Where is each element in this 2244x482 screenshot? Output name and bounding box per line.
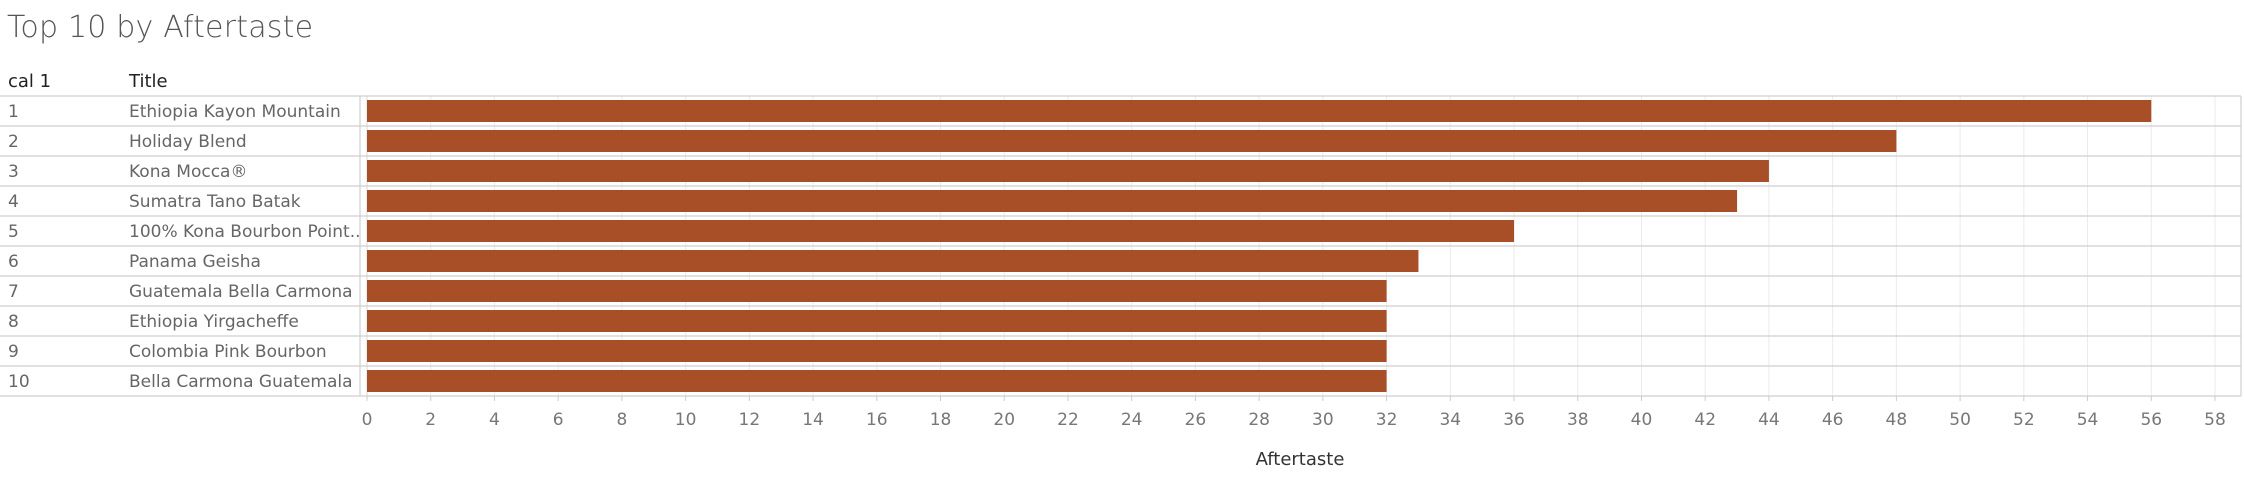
x-tick-label: 12 [739, 410, 761, 430]
x-tick-label: 24 [1121, 410, 1143, 430]
bar [367, 130, 1897, 152]
category-label: 100% Kona Bourbon Point.. [129, 222, 361, 242]
x-tick-label: 36 [1503, 410, 1525, 430]
rank-label: 9 [8, 342, 19, 362]
bar [367, 340, 1387, 362]
x-tick-label: 46 [1822, 410, 1844, 430]
rank-label: 1 [8, 102, 19, 122]
category-label: Ethiopia Kayon Mountain [129, 102, 341, 122]
x-tick-label: 52 [2013, 410, 2035, 430]
bar [367, 160, 1769, 182]
x-tick-label: 32 [1376, 410, 1398, 430]
x-tick-label: 28 [1248, 410, 1270, 430]
x-tick-label: 48 [1886, 410, 1908, 430]
rank-label: 5 [8, 222, 19, 242]
category-label: Sumatra Tano Batak [129, 192, 301, 212]
rank-label: 8 [8, 312, 19, 332]
x-tick-label: 4 [489, 410, 500, 430]
x-tick-label: 40 [1631, 410, 1653, 430]
x-tick-label: 22 [1057, 410, 1079, 430]
rank-label: 4 [8, 192, 19, 212]
x-tick-label: 34 [1439, 410, 1461, 430]
x-tick-label: 54 [2077, 410, 2099, 430]
x-tick-label: 8 [616, 410, 627, 430]
x-tick-label: 14 [802, 410, 824, 430]
x-tick-label: 42 [1694, 410, 1716, 430]
category-label: Kona Mocca® [129, 162, 247, 182]
bar [367, 220, 1515, 242]
category-label: Colombia Pink Bourbon [129, 342, 327, 362]
category-label: Panama Geisha [129, 252, 261, 272]
x-tick-label: 6 [553, 410, 564, 430]
category-label: Holiday Blend [129, 132, 247, 152]
category-label: Guatemala Bella Carmona [129, 282, 353, 302]
bar [367, 100, 2152, 122]
x-tick-label: 58 [2204, 410, 2226, 430]
x-tick-label: 56 [2140, 410, 2162, 430]
bar [367, 190, 1738, 212]
bar [367, 250, 1419, 272]
x-tick-label: 16 [866, 410, 888, 430]
x-axis-title: Aftertaste [1256, 449, 1345, 470]
x-tick-label: 50 [1949, 410, 1971, 430]
bar [367, 370, 1387, 392]
rank-column-header: cal 1 [8, 71, 52, 92]
title-column-header: Title [129, 71, 168, 92]
rank-label: 10 [8, 372, 30, 392]
x-tick-label: 10 [675, 410, 697, 430]
x-tick-label: 26 [1185, 410, 1207, 430]
rank-label: 2 [8, 132, 19, 152]
x-tick-label: 38 [1567, 410, 1589, 430]
chart-title: Top 10 by Aftertaste [7, 10, 314, 45]
x-tick-label: 20 [993, 410, 1015, 430]
bar [367, 310, 1387, 332]
category-label: Ethiopia Yirgacheffe [129, 312, 299, 332]
rank-label: 3 [8, 162, 19, 182]
x-tick-label: 2 [425, 410, 436, 430]
category-label: Bella Carmona Guatemala [129, 372, 353, 392]
x-tick-label: 18 [930, 410, 952, 430]
rank-label: 7 [8, 282, 19, 302]
x-tick-label: 0 [362, 410, 373, 430]
x-tick-label: 44 [1758, 410, 1780, 430]
x-tick-label: 30 [1312, 410, 1334, 430]
rank-label: 6 [8, 252, 19, 272]
bar [367, 280, 1387, 302]
